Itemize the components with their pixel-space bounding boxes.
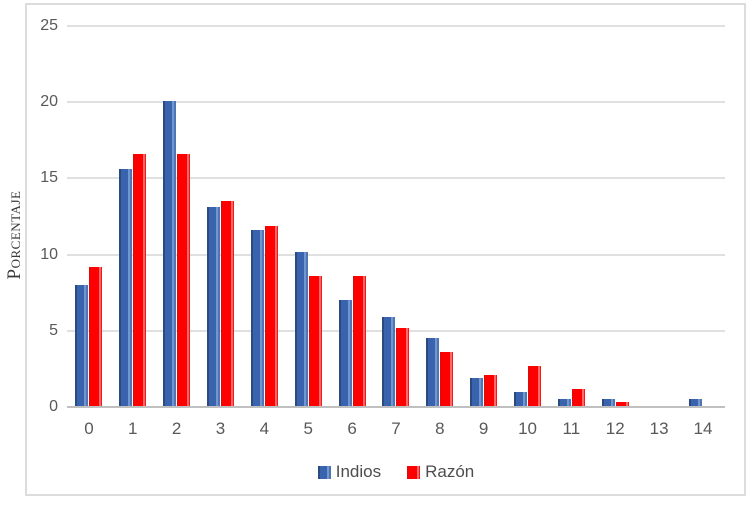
bar-razón-1	[133, 154, 147, 407]
x-tick-label: 13	[649, 419, 669, 438]
bar-razón-9	[484, 375, 498, 407]
x-tick-label: 7	[391, 419, 401, 438]
bar-indios-4	[250, 230, 264, 407]
bar-indios-3	[207, 207, 220, 407]
legend-label: Indios	[335, 462, 382, 481]
bar-indios-10	[514, 391, 528, 407]
legend-label: Razón	[425, 462, 475, 481]
bar-group-14	[681, 26, 725, 407]
legend-swatch-icon	[317, 465, 331, 479]
x-tick-label: 2	[171, 419, 182, 438]
bar-group-13	[637, 26, 681, 407]
bar-group-3	[199, 26, 243, 407]
bar-group-11	[549, 26, 593, 407]
bar-group-9	[462, 26, 506, 407]
x-tick-label: 14	[693, 419, 713, 438]
y-tick-label: 25	[40, 17, 58, 34]
bar-indios-12	[601, 399, 615, 407]
x-tick-label: 1	[128, 419, 138, 438]
bar-indios-6	[338, 300, 352, 407]
bar-indios-14	[689, 399, 703, 407]
legend-item-indios: Indios	[317, 462, 382, 481]
bar-group-1	[111, 26, 155, 407]
legend-swatch-icon	[407, 465, 421, 479]
y-tick-label: 15	[40, 169, 58, 187]
x-tick-label: 5	[303, 419, 313, 438]
bar-group-0	[67, 26, 111, 407]
bar-row	[67, 26, 725, 407]
bar-razón-7	[396, 327, 410, 407]
bar-razón-3	[221, 201, 234, 407]
x-tick-label: 3	[215, 419, 226, 438]
plot-area	[67, 25, 725, 408]
bar-razón-2	[177, 154, 191, 407]
y-tick-label: 5	[49, 321, 58, 339]
bar-razón-12	[615, 402, 629, 407]
x-tick-label: 8	[435, 419, 445, 438]
bar-group-8	[418, 26, 462, 407]
x-tick-label: 6	[347, 419, 357, 438]
bar-razón-10	[528, 365, 542, 407]
x-tick-label: 10	[518, 419, 537, 438]
x-tick-label: 9	[478, 419, 489, 438]
x-tick-label: 12	[605, 419, 625, 438]
bar-razón-4	[264, 225, 278, 407]
bar-group-4	[242, 26, 286, 407]
gridline	[67, 101, 725, 104]
bar-razón-8	[440, 352, 454, 407]
bar-indios-0	[75, 285, 89, 407]
bar-group-6	[330, 26, 374, 407]
y-tick-label: 10	[40, 245, 58, 263]
bar-razón-5	[308, 275, 322, 407]
bar-group-5	[286, 26, 330, 407]
bar-razón-6	[352, 275, 366, 407]
bar-indios-1	[119, 169, 133, 407]
bar-group-10	[506, 26, 550, 407]
x-tick-label: 0	[84, 419, 94, 438]
bar-indios-5	[294, 251, 308, 407]
bar-group-12	[593, 26, 637, 407]
gridline	[67, 329, 725, 332]
bar-razón-11	[571, 388, 585, 407]
x-axis-tick-labels: 0 1 2 3 4 5 6 7 8 9 10 11 12 13 14	[67, 419, 725, 439]
x-axis-line	[67, 406, 725, 408]
bar-indios-8	[426, 338, 440, 407]
y-tick-label: 20	[40, 93, 58, 111]
legend-item-razón: Razón	[407, 463, 474, 481]
bar-razón-0	[89, 266, 103, 407]
x-tick-label: 11	[562, 419, 581, 438]
gridline	[67, 177, 725, 180]
bar-group-2	[155, 26, 199, 407]
x-tick-label: 4	[259, 419, 270, 438]
bar-group-7	[374, 26, 418, 407]
bar-indios-7	[382, 317, 396, 407]
bar-indios-2	[163, 100, 177, 407]
legend: Indios Razón	[67, 463, 725, 481]
bar-indios-9	[470, 378, 484, 407]
gridline	[67, 253, 725, 256]
gridline	[67, 25, 725, 27]
bar-indios-11	[557, 399, 571, 407]
y-tick-label: 0	[49, 398, 58, 415]
